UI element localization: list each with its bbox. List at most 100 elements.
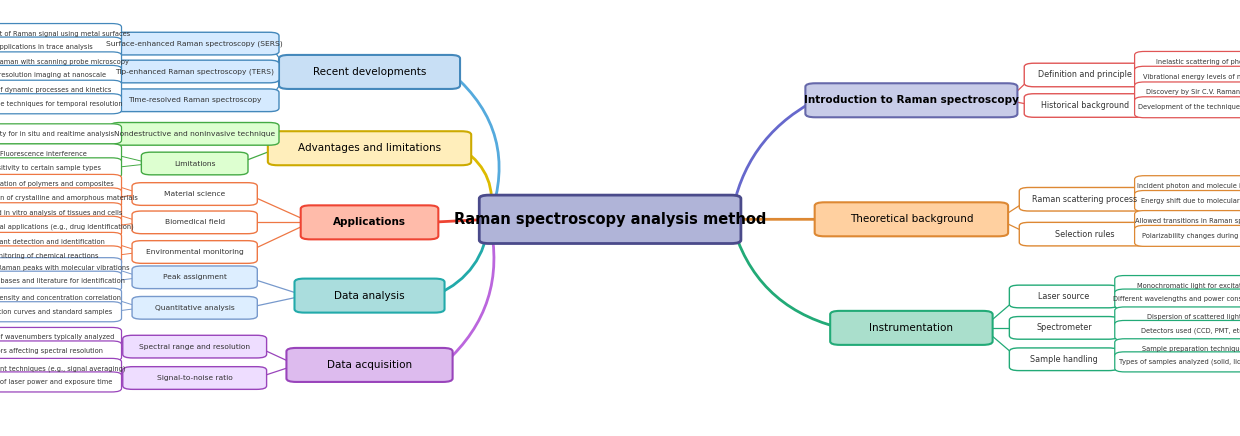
FancyBboxPatch shape [479, 195, 740, 243]
Text: Introduction to Raman spectroscopy: Introduction to Raman spectroscopy [804, 95, 1019, 105]
FancyBboxPatch shape [806, 83, 1017, 117]
FancyBboxPatch shape [1135, 82, 1240, 103]
FancyBboxPatch shape [0, 288, 122, 308]
Text: Data acquisition: Data acquisition [327, 360, 412, 370]
FancyBboxPatch shape [1135, 97, 1240, 118]
FancyBboxPatch shape [1115, 352, 1240, 372]
Text: Incident photon and molecule interaction: Incident photon and molecule interaction [1137, 183, 1240, 189]
Text: Historical background: Historical background [1040, 101, 1130, 110]
FancyBboxPatch shape [1135, 176, 1240, 197]
Text: Raman scattering process: Raman scattering process [1033, 195, 1137, 204]
Text: Material science: Material science [164, 191, 226, 197]
FancyBboxPatch shape [0, 258, 122, 278]
FancyBboxPatch shape [300, 205, 439, 239]
FancyBboxPatch shape [0, 246, 122, 266]
Text: Laser source: Laser source [1038, 292, 1090, 301]
Text: Surface-enhanced Raman spectroscopy (SERS): Surface-enhanced Raman spectroscopy (SER… [107, 41, 283, 47]
Text: Inelastic scattering of photons: Inelastic scattering of photons [1156, 59, 1240, 65]
FancyBboxPatch shape [1024, 63, 1146, 87]
FancyBboxPatch shape [0, 65, 122, 85]
Text: Raman intensity and concentration correlation: Raman intensity and concentration correl… [0, 295, 122, 301]
Text: Discovery by Sir C.V. Raman in 1928: Discovery by Sir C.V. Raman in 1928 [1146, 89, 1240, 95]
Text: Sample preparation techniques: Sample preparation techniques [1142, 346, 1240, 352]
Text: Definition and principle: Definition and principle [1038, 71, 1132, 79]
Text: Fluorescence interference: Fluorescence interference [0, 151, 87, 157]
Text: Pollutant detection and identification: Pollutant detection and identification [0, 239, 105, 245]
Text: Monochromatic light for excitation: Monochromatic light for excitation [1137, 283, 1240, 289]
FancyBboxPatch shape [131, 241, 258, 263]
FancyBboxPatch shape [1019, 222, 1151, 246]
FancyBboxPatch shape [0, 174, 122, 194]
FancyBboxPatch shape [1135, 211, 1240, 232]
FancyBboxPatch shape [1115, 307, 1240, 327]
Text: In vivo and in vitro analysis of tissues and cells: In vivo and in vitro analysis of tissues… [0, 210, 122, 216]
Text: Enhancement of Raman signal using metal surfaces: Enhancement of Raman signal using metal … [0, 31, 130, 37]
Text: Different wavelengths and power considerations: Different wavelengths and power consider… [1112, 296, 1240, 302]
Text: High-resolution imaging at nanoscale: High-resolution imaging at nanoscale [0, 72, 105, 78]
Text: Pump-probe techniques for temporal resolution: Pump-probe techniques for temporal resol… [0, 101, 123, 107]
FancyBboxPatch shape [0, 124, 122, 144]
FancyBboxPatch shape [110, 89, 279, 112]
Text: Monitoring of chemical reactions: Monitoring of chemical reactions [0, 253, 98, 259]
Text: Polarizability changes during vibration: Polarizability changes during vibration [1142, 233, 1240, 239]
FancyBboxPatch shape [1135, 191, 1240, 211]
FancyBboxPatch shape [0, 341, 122, 361]
Text: Theoretical background: Theoretical background [849, 215, 973, 224]
Text: Suitability for in situ and realtime analysis: Suitability for in situ and realtime ana… [0, 131, 114, 137]
Text: Correlating Raman peaks with molecular vibrations: Correlating Raman peaks with molecular v… [0, 265, 129, 271]
Text: Energy shift due to molecular vibration: Energy shift due to molecular vibration [1141, 198, 1240, 204]
Text: Applications in trace analysis: Applications in trace analysis [0, 44, 92, 50]
Text: Peak assignment: Peak assignment [162, 274, 227, 280]
Text: Identification of polymers and composites: Identification of polymers and composite… [0, 181, 114, 187]
FancyBboxPatch shape [0, 232, 122, 252]
Text: Raman spectroscopy analysis method: Raman spectroscopy analysis method [454, 212, 766, 227]
Text: Instrumentation: Instrumentation [869, 323, 954, 333]
Text: Advantages and limitations: Advantages and limitations [298, 143, 441, 153]
Text: Nondestructive and noninvasive technique: Nondestructive and noninvasive technique [114, 131, 275, 137]
Text: Detectors used (CCD, PMT, etc.): Detectors used (CCD, PMT, etc.) [1141, 327, 1240, 334]
FancyBboxPatch shape [1019, 187, 1151, 211]
Text: Recent developments: Recent developments [312, 67, 427, 77]
Text: Quantitative analysis: Quantitative analysis [155, 305, 234, 311]
FancyBboxPatch shape [1009, 285, 1118, 308]
FancyBboxPatch shape [0, 327, 122, 347]
FancyBboxPatch shape [0, 271, 122, 291]
Text: Signal-to-noise ratio: Signal-to-noise ratio [156, 375, 233, 381]
FancyBboxPatch shape [123, 367, 267, 389]
Text: Combining Raman with scanning probe microscopy: Combining Raman with scanning probe micr… [0, 59, 129, 65]
Text: Spectral range and resolution: Spectral range and resolution [139, 344, 250, 350]
FancyBboxPatch shape [0, 37, 122, 57]
FancyBboxPatch shape [1115, 276, 1240, 296]
FancyBboxPatch shape [110, 123, 279, 145]
Text: Applications: Applications [334, 218, 405, 227]
Text: Dispersion of scattered light: Dispersion of scattered light [1147, 314, 1240, 320]
FancyBboxPatch shape [131, 183, 258, 205]
FancyBboxPatch shape [0, 216, 122, 236]
Text: Study of dynamic processes and kinetics: Study of dynamic processes and kinetics [0, 87, 112, 93]
FancyBboxPatch shape [123, 335, 267, 358]
FancyBboxPatch shape [268, 131, 471, 165]
Text: Sensitivity to certain sample types: Sensitivity to certain sample types [0, 165, 102, 171]
FancyBboxPatch shape [1135, 66, 1240, 87]
FancyBboxPatch shape [0, 358, 122, 378]
FancyBboxPatch shape [131, 266, 258, 289]
FancyBboxPatch shape [831, 311, 992, 345]
FancyBboxPatch shape [110, 32, 279, 55]
Text: Types of samples analyzed (solid, liquid, gas): Types of samples analyzed (solid, liquid… [1118, 359, 1240, 365]
FancyBboxPatch shape [295, 279, 444, 313]
Text: Sample handling: Sample handling [1030, 355, 1097, 364]
FancyBboxPatch shape [1024, 94, 1146, 117]
FancyBboxPatch shape [0, 80, 122, 100]
Text: Range of wavenumbers typically analyzed: Range of wavenumbers typically analyzed [0, 334, 114, 341]
Text: Vibrational energy levels of molecules: Vibrational energy levels of molecules [1142, 74, 1240, 80]
FancyBboxPatch shape [1135, 225, 1240, 246]
FancyBboxPatch shape [0, 203, 122, 223]
Text: Biomedical field: Biomedical field [165, 219, 224, 225]
Text: Factors affecting spectral resolution: Factors affecting spectral resolution [0, 348, 103, 354]
Text: Tip-enhanced Raman spectroscopy (TERS): Tip-enhanced Raman spectroscopy (TERS) [115, 68, 274, 75]
FancyBboxPatch shape [141, 152, 248, 175]
Text: Selection rules: Selection rules [1055, 230, 1115, 238]
Text: Data analysis: Data analysis [335, 291, 404, 300]
Text: Calibration curves and standard samples: Calibration curves and standard samples [0, 309, 112, 315]
FancyBboxPatch shape [110, 60, 279, 83]
